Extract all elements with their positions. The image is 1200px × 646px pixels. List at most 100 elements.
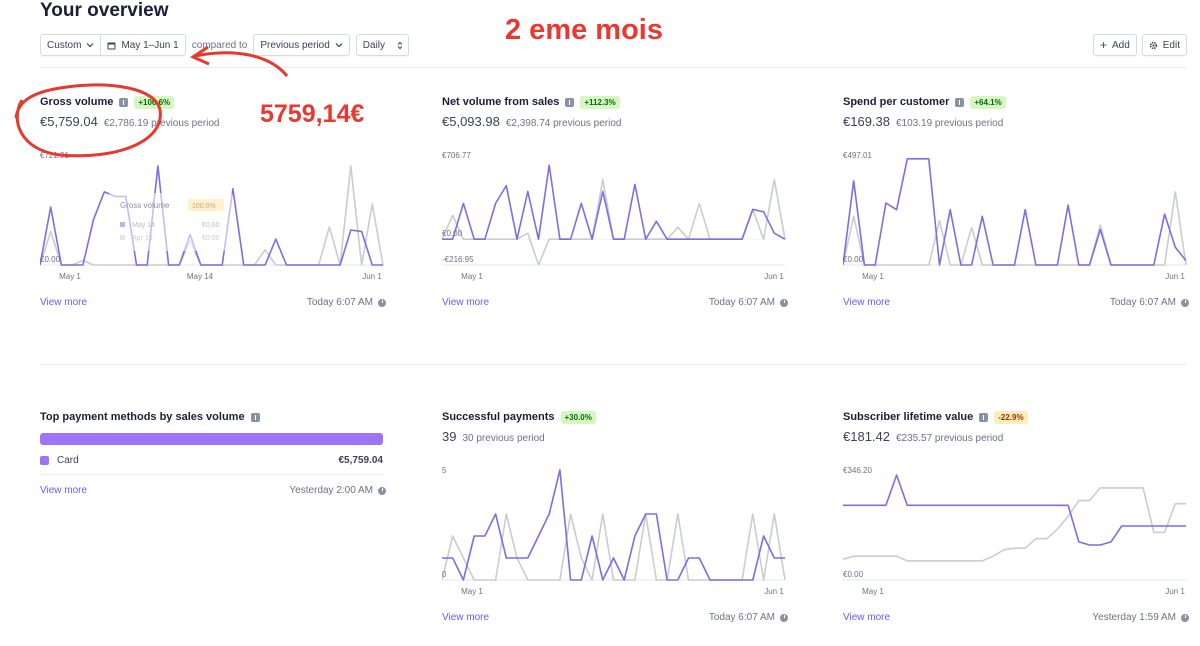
x-tick-label: May 1 — [461, 587, 483, 596]
main-value: €5,759.04 — [40, 114, 98, 129]
tooltip-row2-value: €0.00 — [202, 235, 220, 242]
successful-payments-chart[interactable]: 5 0 May 1 Jun 1 — [442, 464, 788, 604]
gear-icon — [1149, 41, 1157, 49]
card-title: Spend per customer — [843, 96, 950, 108]
info-icon[interactable] — [979, 412, 989, 422]
change-badge: +112.3% — [580, 95, 620, 109]
view-more-link[interactable]: View more — [843, 612, 891, 623]
x-tick-label: Jun 1 — [362, 272, 382, 281]
y-max-label: €721.91 — [40, 151, 69, 160]
timestamp-text: Yesterday 1:59 AM — [1092, 612, 1176, 623]
clock-icon — [378, 486, 386, 495]
date-range-button[interactable]: May 1–Jun 1 — [101, 34, 186, 56]
subscriber-ltv-chart[interactable]: €346.20 €0.00 May 1 Jun 1 — [843, 464, 1189, 604]
previous-value: 30 previous period — [462, 433, 545, 444]
timestamp: Today 6:07 AM — [709, 297, 788, 308]
timestamp: Today 6:07 AM — [307, 297, 386, 308]
add-button[interactable]: + Add — [1092, 34, 1137, 56]
clock-icon — [1181, 613, 1189, 622]
edit-button[interactable]: Edit — [1141, 34, 1187, 56]
tooltip-badge — [188, 199, 224, 211]
x-tick-label: May 1 — [862, 587, 884, 596]
previous-series-line — [843, 487, 1186, 562]
y-max-label: €346.20 — [843, 466, 872, 475]
change-badge: +64.1% — [970, 95, 1006, 109]
view-more-link[interactable]: View more — [442, 612, 490, 623]
range-type-dropdown[interactable]: Custom — [40, 34, 102, 56]
current-series-line — [442, 164, 786, 240]
x-tick-label: May 1 — [59, 272, 81, 281]
card-title: Net volume from sales — [442, 96, 560, 108]
current-series-line — [442, 469, 785, 581]
date-toolbar: Custom May 1–Jun 1 compared to Previous … — [40, 34, 410, 56]
timestamp-text: Yesterday 2:00 AM — [289, 485, 373, 496]
tooltip-previous-swatch — [120, 235, 125, 240]
y-zero-label: €0.00 — [843, 255, 864, 264]
x-tick-label: Jun 1 — [1165, 587, 1185, 596]
header-divider — [40, 67, 1187, 68]
calendar-icon — [107, 42, 116, 49]
main-value: €5,093.98 — [442, 114, 500, 129]
view-more-link[interactable]: View more — [843, 297, 891, 308]
x-tick-label: Jun 1 — [1165, 272, 1185, 281]
info-icon[interactable] — [119, 97, 129, 107]
annotation-arrow — [194, 51, 289, 77]
previous-value: €103.19 previous period — [896, 118, 1004, 129]
payment-method-bar — [40, 433, 383, 445]
compare-dropdown[interactable]: Previous period — [253, 34, 350, 56]
x-tick-label: Jun 1 — [764, 272, 784, 281]
method-label: Card — [57, 455, 79, 466]
annotation-title: 2 eme mois — [505, 14, 663, 46]
tooltip-row1-label: May 14 — [132, 222, 155, 229]
current-series-line — [843, 474, 1186, 546]
clock-icon — [780, 298, 788, 307]
range-type-label: Custom — [47, 39, 82, 51]
spend-per-customer-chart[interactable]: €497.01 €0.00 May 1 Jun 1 — [843, 149, 1189, 289]
y-zero-label: €0.00 — [843, 570, 864, 579]
timestamp-text: Today 6:07 AM — [306, 297, 373, 308]
timestamp: Today 6:07 AM — [709, 612, 788, 623]
date-range-label: May 1–Jun 1 — [121, 39, 179, 51]
previous-series-line — [843, 191, 1187, 266]
clock-icon — [378, 298, 386, 307]
net-volume-card: Net volume from sales +112.3% €5,093.98 … — [442, 94, 788, 314]
timestamp: Yesterday 2:00 AM — [289, 485, 386, 496]
main-value: 39 — [442, 429, 457, 444]
x-tick-label: Jun 1 — [764, 587, 784, 596]
current-series-line — [40, 165, 383, 266]
previous-value: €2,786.19 previous period — [103, 118, 220, 129]
interval-label: Daily — [362, 39, 386, 51]
change-badge: +106.6% — [134, 95, 175, 109]
date-range-group: Custom May 1–Jun 1 — [40, 34, 186, 56]
info-icon[interactable] — [250, 412, 260, 422]
y-zero-label: €0.00 — [40, 255, 61, 264]
payment-method-row: Card €5,759.04 — [40, 455, 383, 475]
card-title: Subscriber lifetime value — [843, 411, 974, 423]
edit-label: Edit — [1162, 39, 1180, 51]
page-title: Your overview — [40, 0, 169, 21]
subscriber-ltv-card: Subscriber lifetime value -22.9% €181.42… — [843, 409, 1189, 629]
info-icon[interactable] — [565, 97, 575, 107]
card-title: Top payment methods by sales volume — [40, 411, 245, 423]
chart-tooltip: Gross volume 100.0% May 14 €0.00 Apr 13 … — [108, 193, 233, 251]
tooltip-row1-value: €0.00 — [202, 222, 220, 229]
tooltip-current-swatch — [120, 222, 125, 227]
info-icon[interactable] — [955, 97, 965, 107]
gross-volume-card: Gross volume +106.6% €5,759.04 €2,786.19… — [40, 94, 386, 314]
view-more-link[interactable]: View more — [442, 297, 490, 308]
view-more-link[interactable]: View more — [40, 485, 88, 496]
clock-icon — [780, 613, 788, 622]
y-min-label: -€216.95 — [442, 255, 474, 264]
current-series-line — [843, 158, 1187, 266]
previous-series-line — [442, 513, 786, 581]
main-value: €181.42 — [843, 429, 890, 444]
x-tick-label: May 1 — [461, 272, 483, 281]
y-max-label: 5 — [442, 466, 447, 475]
add-label: Add — [1111, 39, 1130, 51]
timestamp-text: Today 6:07 AM — [708, 612, 775, 623]
net-volume-chart[interactable]: €706.77 €0.00 -€216.95 May 1 Jun 1 — [442, 149, 788, 289]
view-more-link[interactable]: View more — [40, 297, 88, 308]
chevron-down-icon — [335, 43, 343, 48]
interval-dropdown[interactable]: Daily — [355, 34, 410, 56]
timestamp-text: Today 6:07 AM — [1109, 297, 1176, 308]
